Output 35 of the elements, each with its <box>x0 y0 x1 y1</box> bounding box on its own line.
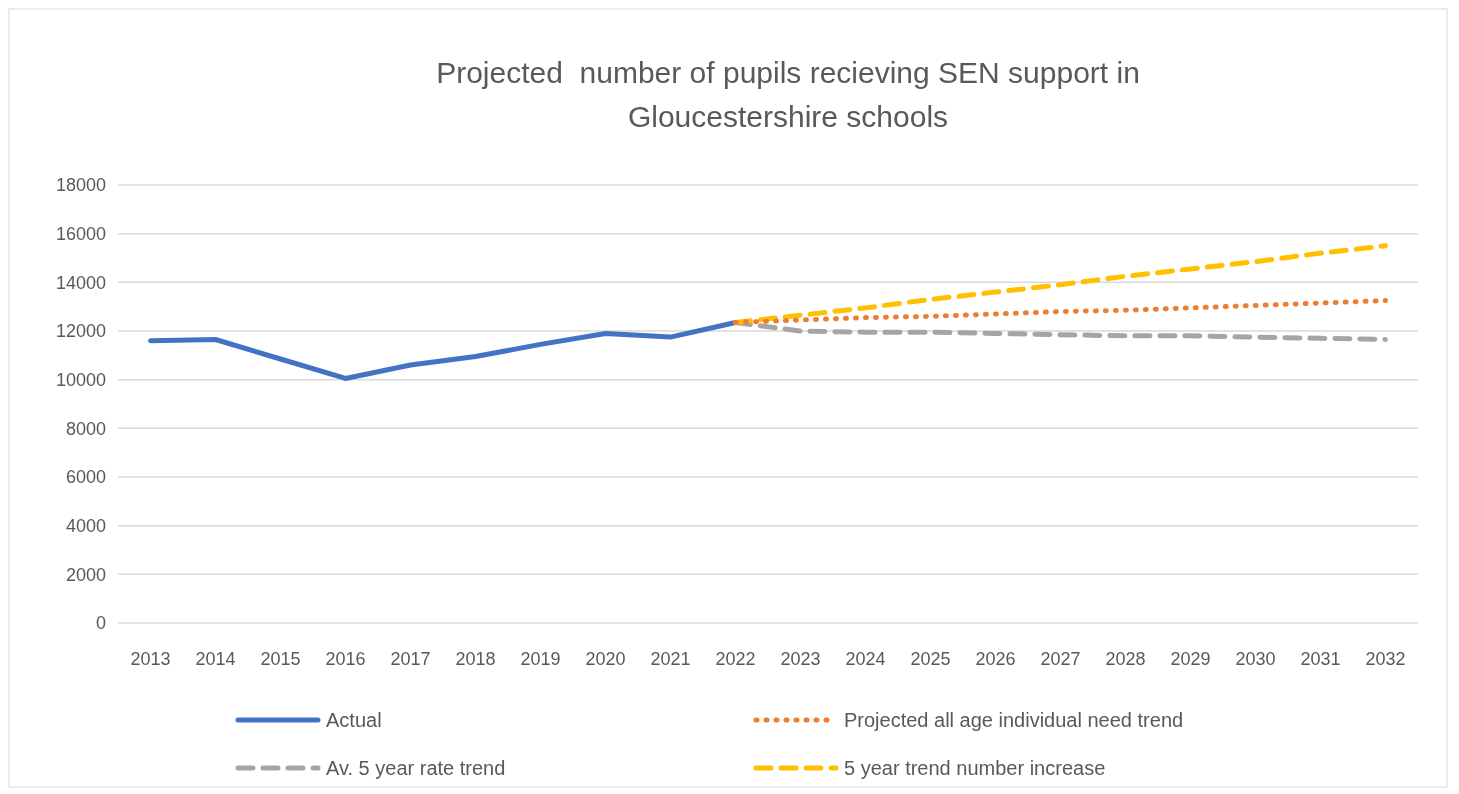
x-tick-label: 2016 <box>325 649 366 669</box>
y-tick-label: 4000 <box>65 515 106 536</box>
x-tick-label: 2024 <box>845 649 886 669</box>
y-tick-label: 6000 <box>65 467 106 488</box>
x-tick-label: 2018 <box>455 649 496 669</box>
x-tick-label: 2020 <box>585 649 626 669</box>
x-tick-label: 2015 <box>260 649 301 669</box>
x-tick-label: 2023 <box>780 649 821 669</box>
x-tick-label: 2027 <box>1040 649 1081 669</box>
y-tick-label: 2000 <box>65 564 106 585</box>
x-tick-label: 2030 <box>1235 649 1276 669</box>
x-tick-label: 2019 <box>520 649 561 669</box>
x-tick-label: 2013 <box>130 649 171 669</box>
legend-label: Projected all age individual need trend <box>844 709 1184 731</box>
y-tick-label: 18000 <box>55 175 106 196</box>
y-tick-label: 14000 <box>55 272 106 293</box>
x-tick-label: 2025 <box>910 649 951 669</box>
x-tick-label: 2017 <box>390 649 431 669</box>
y-tick-label: 16000 <box>55 223 106 244</box>
y-tick-label: 8000 <box>65 418 106 439</box>
y-tick-label: 0 <box>95 613 106 634</box>
legend-label: Actual <box>326 709 382 731</box>
x-tick-label: 2028 <box>1105 649 1146 669</box>
x-tick-label: 2026 <box>975 649 1016 669</box>
x-tick-label: 2029 <box>1170 649 1211 669</box>
chart-title: Projected number of pupils recieving SEN support in Gloucestershire schools <box>436 56 1140 133</box>
x-tick-label: 2014 <box>195 649 236 669</box>
legend-label: 5 year trend number increase <box>844 757 1106 779</box>
x-tick-label: 2032 <box>1365 649 1406 669</box>
legend-label: Av. 5 year rate trend <box>326 757 506 779</box>
x-tick-label: 2031 <box>1300 649 1341 669</box>
x-tick-label: 2021 <box>650 649 691 669</box>
x-tick-label: 2022 <box>715 649 756 669</box>
y-tick-label: 10000 <box>55 369 106 390</box>
y-tick-label: 12000 <box>55 321 106 342</box>
